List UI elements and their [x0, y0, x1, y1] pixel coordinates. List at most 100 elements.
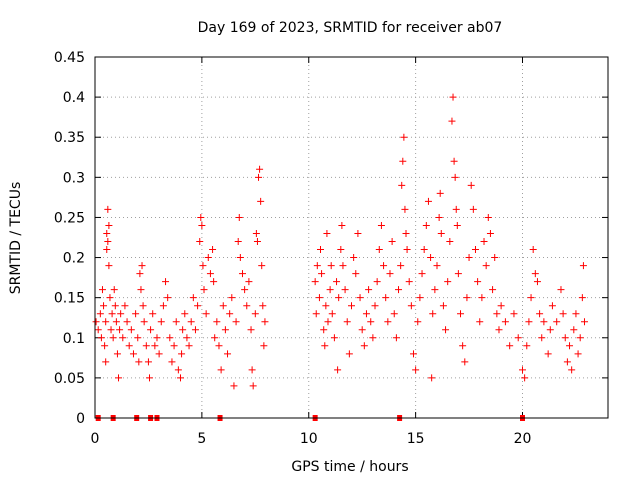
data-point [261, 318, 269, 326]
data-point [198, 221, 206, 229]
data-point [436, 189, 444, 197]
data-point [360, 342, 368, 350]
data-point [414, 318, 422, 326]
y-tick-label: 0.1 [63, 331, 85, 347]
data-point [454, 270, 462, 278]
data-point [321, 342, 329, 350]
y-tick-label: 0.4 [63, 90, 85, 106]
x-tick-label: 0 [91, 431, 100, 447]
data-point [525, 318, 533, 326]
data-point [452, 205, 460, 213]
data-point [104, 238, 112, 246]
data-point [157, 318, 165, 326]
data-point [109, 334, 117, 342]
data-point [563, 358, 571, 366]
y-tick-label: 0.3 [63, 170, 85, 186]
x-tick-label: 10 [300, 431, 318, 447]
data-point [147, 326, 155, 334]
data-point [209, 246, 217, 254]
data-point [574, 350, 582, 358]
data-point [259, 302, 267, 310]
data-point [529, 246, 537, 254]
data-point [382, 294, 390, 302]
data-point [480, 238, 488, 246]
data-point [514, 334, 522, 342]
data-point [527, 294, 535, 302]
chart-title: Day 169 of 2023, SRMTID for receiver ab0… [198, 20, 503, 36]
data-point [439, 302, 447, 310]
data-point [251, 310, 259, 318]
data-point [199, 262, 207, 270]
data-point [358, 326, 366, 334]
data-point [117, 310, 125, 318]
data-point [461, 358, 469, 366]
data-point [510, 310, 518, 318]
data-point [401, 205, 409, 213]
data-point [365, 286, 373, 294]
data-point [138, 262, 146, 270]
data-point [174, 366, 182, 374]
data-point [162, 278, 170, 286]
data-point [495, 326, 503, 334]
data-point [206, 270, 214, 278]
data-point [506, 342, 514, 350]
data-point [407, 302, 415, 310]
data-point [375, 246, 383, 254]
data-point [354, 229, 362, 237]
data-point [486, 229, 494, 237]
data-point [127, 326, 135, 334]
data-point [435, 213, 443, 221]
data-point [146, 374, 154, 382]
data-point [568, 366, 576, 374]
x-tick-label: 15 [407, 431, 425, 447]
data-point [226, 310, 234, 318]
y-axis-label: SRMTID / TECUs [8, 182, 24, 295]
data-point [177, 374, 184, 382]
data-point [137, 286, 145, 294]
data-point [129, 350, 137, 358]
data-point [388, 238, 396, 246]
data-point [444, 278, 452, 286]
data-point [392, 334, 400, 342]
data-point [191, 326, 199, 334]
data-point [253, 238, 261, 246]
data-point [234, 238, 242, 246]
data-point [450, 157, 458, 165]
data-point [315, 294, 323, 302]
data-point [232, 318, 240, 326]
y-tick-label: 0.45 [54, 50, 85, 66]
data-point [181, 310, 189, 318]
data-point [377, 221, 385, 229]
data-point [453, 221, 461, 229]
data-point [457, 310, 465, 318]
data-point [187, 318, 195, 326]
data-point [576, 334, 584, 342]
y-tick-label: 0.2 [63, 251, 85, 267]
data-point [561, 334, 569, 342]
data-point [228, 294, 236, 302]
x-tick-label: 5 [197, 431, 206, 447]
data-point [484, 213, 492, 221]
data-point [540, 318, 548, 326]
data-point [313, 262, 321, 270]
data-point [400, 133, 408, 141]
data-point [489, 286, 497, 294]
data-point [104, 205, 112, 213]
data-point [197, 213, 205, 221]
data-point [428, 374, 436, 382]
data-point [467, 181, 475, 189]
data-point [211, 334, 219, 342]
data-point [121, 302, 129, 310]
data-point [230, 382, 238, 390]
data-point [330, 334, 338, 342]
y-tick-label: 0.35 [54, 130, 85, 146]
data-point [548, 302, 556, 310]
data-point [98, 286, 106, 294]
data-point [107, 326, 115, 334]
data-point [151, 342, 159, 350]
data-point [102, 318, 110, 326]
data-point [189, 294, 197, 302]
data-point [339, 262, 347, 270]
data-point [100, 302, 108, 310]
